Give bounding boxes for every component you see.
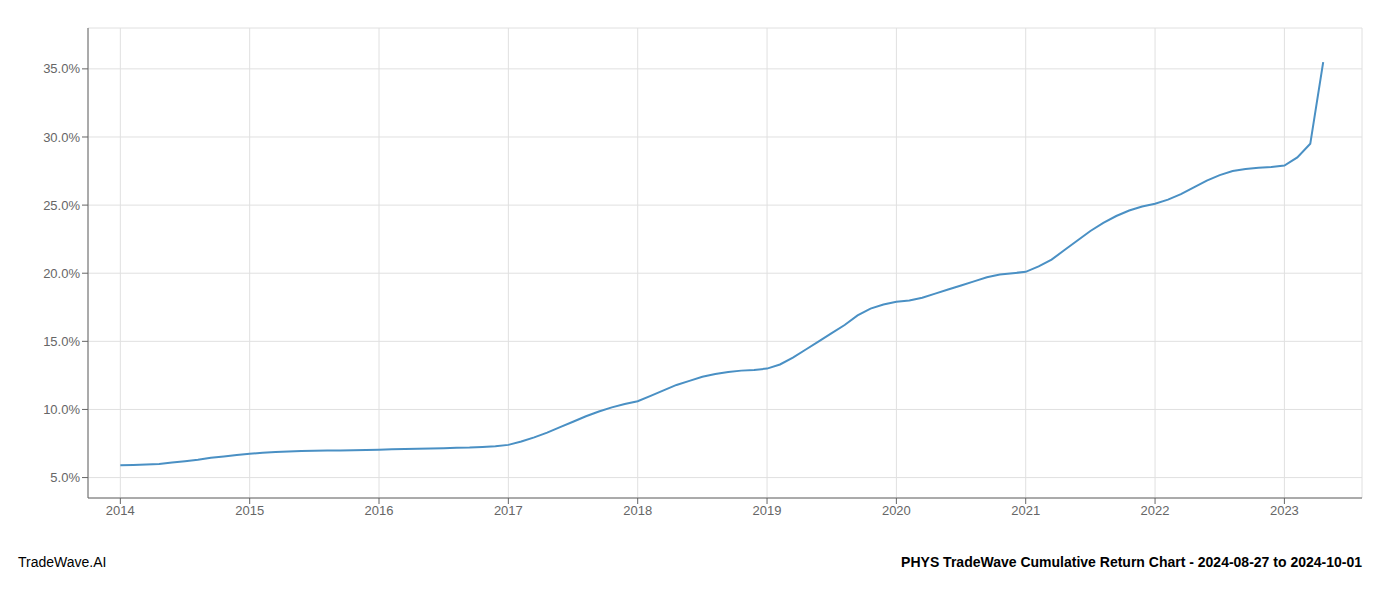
- svg-text:10.0%: 10.0%: [43, 402, 80, 417]
- svg-text:30.0%: 30.0%: [43, 130, 80, 145]
- svg-text:2021: 2021: [1011, 503, 1040, 518]
- svg-text:2022: 2022: [1141, 503, 1170, 518]
- svg-text:2014: 2014: [106, 503, 135, 518]
- svg-text:2017: 2017: [494, 503, 523, 518]
- svg-text:25.0%: 25.0%: [43, 198, 80, 213]
- svg-text:2015: 2015: [235, 503, 264, 518]
- svg-text:5.0%: 5.0%: [50, 470, 80, 485]
- html-text:PHYS TradeWave Cumulative Retu: PHYS TradeWave Cumulative Return Chart -…: [901, 554, 1362, 570]
- svg-text:15.0%: 15.0%: [43, 334, 80, 349]
- svg-text:2016: 2016: [365, 503, 394, 518]
- svg-text:2020: 2020: [882, 503, 911, 518]
- svg-text:20.0%: 20.0%: [43, 266, 80, 281]
- svg-text:35.0%: 35.0%: [43, 61, 80, 76]
- html-text:TradeWave.AI: TradeWave.AI: [18, 554, 107, 570]
- svg-text:2019: 2019: [753, 503, 782, 518]
- svg-text:2023: 2023: [1270, 503, 1299, 518]
- svg-text:2018: 2018: [623, 503, 652, 518]
